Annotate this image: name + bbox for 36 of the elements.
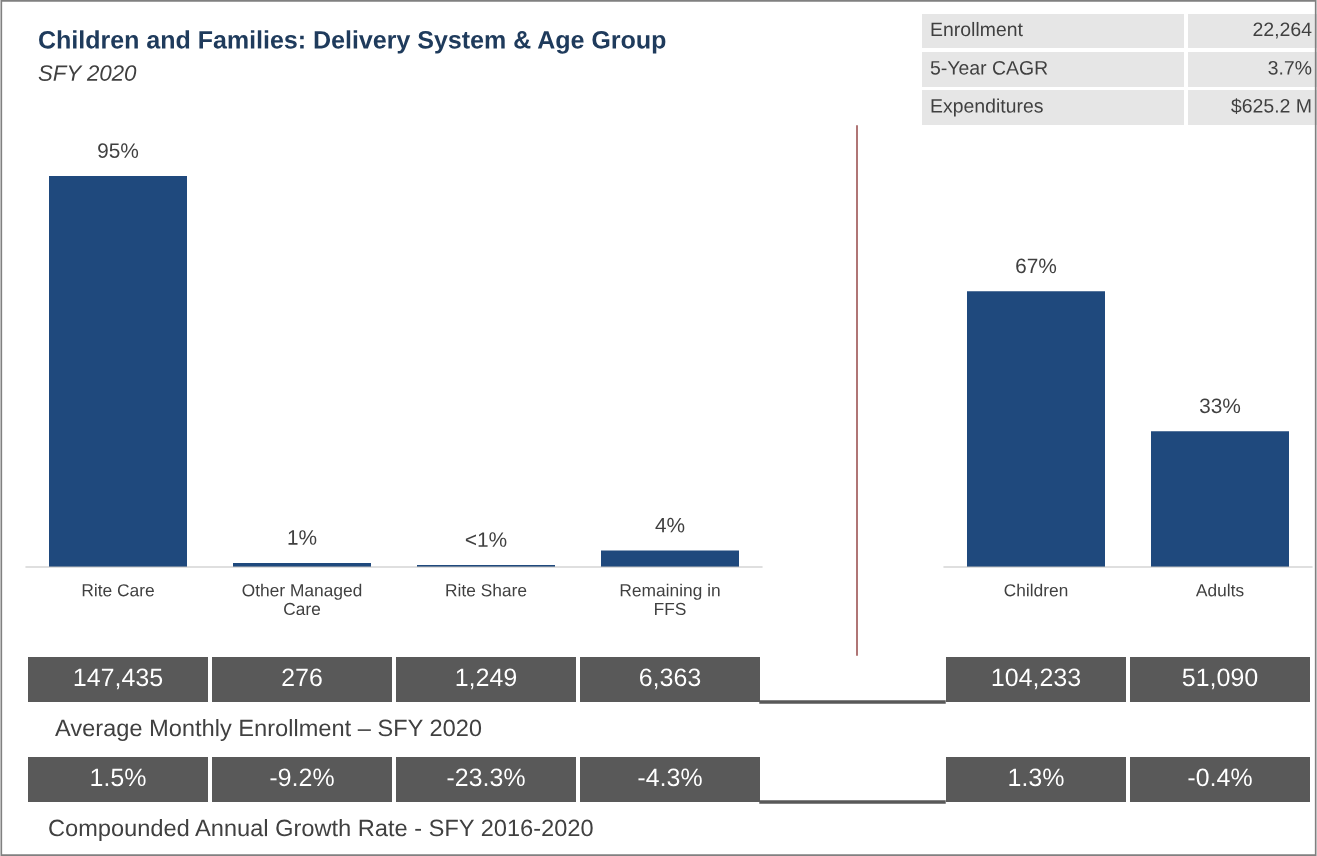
text: -9.2% xyxy=(270,768,334,787)
text: Average Monthly Enrollment – SFY 2020 xyxy=(55,718,482,742)
data-label: 95% xyxy=(98,143,139,158)
text: -4.3% xyxy=(638,768,702,787)
data-label: <1% xyxy=(465,532,507,547)
text: 104,233 xyxy=(992,668,1081,690)
text: 1,249 xyxy=(456,668,517,690)
x-tick-label: Other Managed Care xyxy=(242,583,362,616)
text: 1.5% xyxy=(91,768,146,787)
text: 22,264 xyxy=(1253,22,1312,39)
data-label: 33% xyxy=(1199,398,1241,414)
chart-title: Children and Families: Delivery System & Age Group xyxy=(39,30,666,54)
x-tick-label: Remaining in FFS xyxy=(620,583,720,616)
text: -0.4% xyxy=(1188,768,1252,787)
text: 5-Year CAGR xyxy=(930,60,1048,75)
text: 276 xyxy=(282,668,322,687)
text: Expenditures xyxy=(931,98,1043,117)
data-label: 4% xyxy=(655,517,685,533)
x-tick-label: Rite Care xyxy=(82,583,154,597)
text: 3.7% xyxy=(1268,60,1312,75)
text: 51,090 xyxy=(1182,668,1258,690)
bar xyxy=(601,550,739,567)
text: Enrollment xyxy=(931,21,1023,37)
chart-subtitle: SFY 2020 xyxy=(38,65,137,81)
text: 1.3% xyxy=(1009,768,1064,787)
text: $625.2 M xyxy=(1231,98,1311,114)
x-tick-label: Rite Share xyxy=(446,583,527,597)
bar xyxy=(49,176,187,567)
data-label: 67% xyxy=(1016,258,1057,274)
text: 6,363 xyxy=(639,668,701,690)
x-tick-label: Adults xyxy=(1195,583,1244,597)
data-label: 1% xyxy=(288,530,317,545)
text: Compounded Annual Growth Rate - SFY 2016-2020 xyxy=(49,818,593,842)
x-tick-label: Children xyxy=(1004,583,1068,597)
text: -23.3% xyxy=(447,768,525,787)
text: 147,435 xyxy=(74,668,163,690)
